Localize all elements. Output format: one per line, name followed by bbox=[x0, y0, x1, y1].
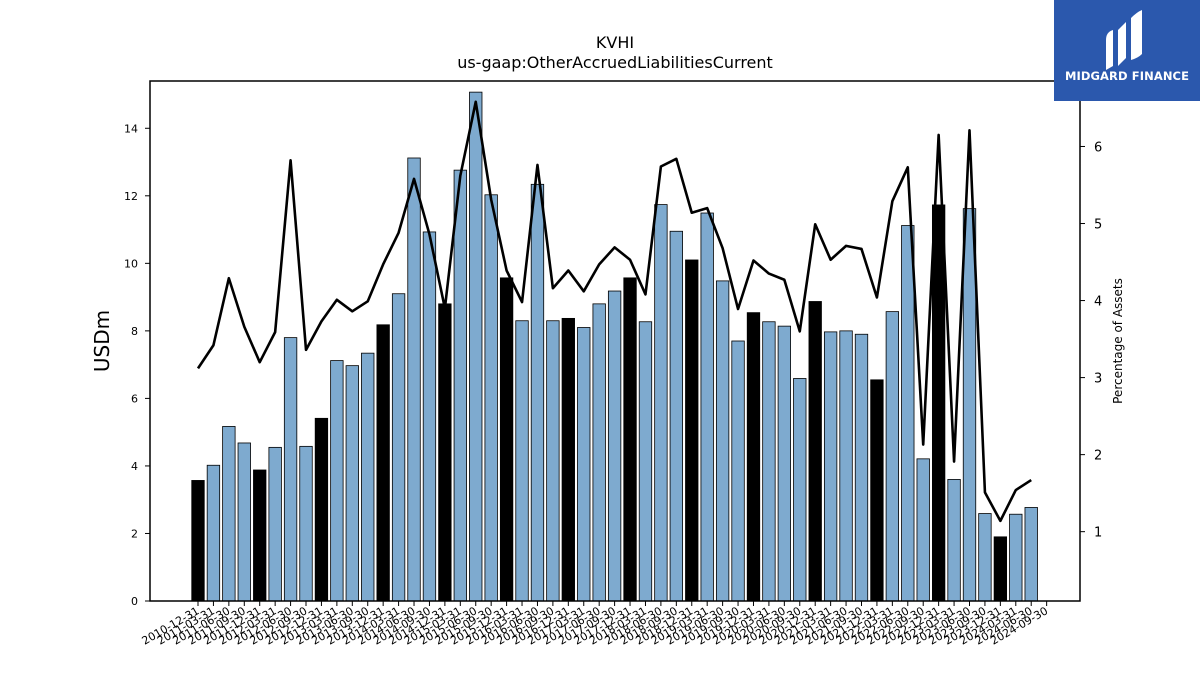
bar bbox=[978, 513, 992, 602]
bar bbox=[885, 311, 899, 602]
bar bbox=[453, 169, 467, 602]
bar bbox=[901, 225, 915, 602]
bar bbox=[469, 91, 483, 602]
bar bbox=[823, 331, 838, 602]
bar bbox=[237, 442, 251, 602]
bar bbox=[700, 212, 714, 602]
y-tick-label: 8 bbox=[131, 325, 138, 338]
bar bbox=[1009, 513, 1023, 602]
bar-group bbox=[191, 91, 1038, 602]
bar bbox=[438, 303, 452, 602]
bar bbox=[546, 320, 560, 602]
y-tick-label: 6 bbox=[131, 392, 138, 405]
y2-tick-label: 5 bbox=[1094, 218, 1102, 233]
logo-mark-icon bbox=[1106, 10, 1142, 70]
logo-text: MIDGARD FINANCE bbox=[1064, 69, 1190, 83]
bar bbox=[793, 378, 807, 602]
bar bbox=[376, 324, 390, 602]
bar bbox=[1024, 507, 1038, 602]
bar bbox=[314, 417, 329, 602]
bar bbox=[638, 321, 653, 602]
bar bbox=[283, 337, 298, 602]
bar bbox=[577, 327, 591, 602]
y-tick-label: 12 bbox=[124, 190, 138, 203]
bar bbox=[206, 464, 221, 602]
bar bbox=[268, 446, 282, 602]
bar bbox=[916, 458, 930, 602]
bar bbox=[561, 317, 575, 602]
y2-tick-label: 2 bbox=[1094, 449, 1102, 464]
y2-tick-label: 6 bbox=[1094, 140, 1102, 155]
bar bbox=[947, 479, 961, 602]
bar bbox=[731, 340, 745, 602]
bar bbox=[484, 194, 498, 602]
bar bbox=[422, 231, 437, 602]
bar bbox=[854, 333, 869, 602]
bar bbox=[993, 536, 1008, 602]
bar bbox=[607, 290, 622, 602]
y-axis-label: USDm bbox=[90, 310, 114, 372]
bar bbox=[654, 204, 668, 602]
bar bbox=[669, 230, 683, 602]
bar bbox=[361, 352, 375, 602]
bar bbox=[592, 303, 606, 602]
y-tick-label: 14 bbox=[124, 122, 138, 135]
logo: MIDGARD FINANCE bbox=[1054, 0, 1200, 101]
bar bbox=[391, 293, 406, 602]
bar bbox=[345, 365, 359, 602]
y-tick-label: 4 bbox=[131, 460, 138, 473]
y2-tick-label: 4 bbox=[1094, 295, 1102, 310]
bar bbox=[746, 312, 761, 602]
bar bbox=[253, 469, 267, 602]
bar bbox=[962, 208, 977, 602]
line-layer bbox=[196, 100, 1032, 523]
bar bbox=[870, 379, 884, 602]
bar bbox=[762, 321, 776, 602]
y-tick-label: 2 bbox=[131, 527, 138, 540]
bar bbox=[222, 426, 236, 602]
bar bbox=[530, 183, 545, 602]
bar bbox=[839, 330, 853, 602]
bar bbox=[931, 204, 946, 602]
bar bbox=[499, 277, 514, 602]
bar bbox=[808, 301, 822, 602]
series-line bbox=[196, 100, 1032, 523]
chart-title: KVHI bbox=[596, 33, 634, 52]
bar bbox=[299, 445, 313, 602]
y2-tick-label: 3 bbox=[1094, 372, 1102, 387]
bar bbox=[407, 157, 421, 602]
y2-tick-label: 1 bbox=[1094, 526, 1102, 541]
bar bbox=[515, 320, 529, 602]
y2-axis-label: Percentage of Assets bbox=[1111, 278, 1125, 404]
bar bbox=[623, 277, 637, 602]
bar bbox=[330, 360, 344, 602]
y-tick-label: 10 bbox=[124, 257, 138, 270]
y-tick-label: 0 bbox=[131, 595, 138, 608]
bar bbox=[777, 325, 791, 602]
chart-subtitle: us-gaap:OtherAccruedLiabilitiesCurrent bbox=[457, 53, 773, 72]
bar bbox=[715, 280, 730, 602]
bar bbox=[685, 259, 699, 602]
bar bbox=[191, 480, 205, 602]
